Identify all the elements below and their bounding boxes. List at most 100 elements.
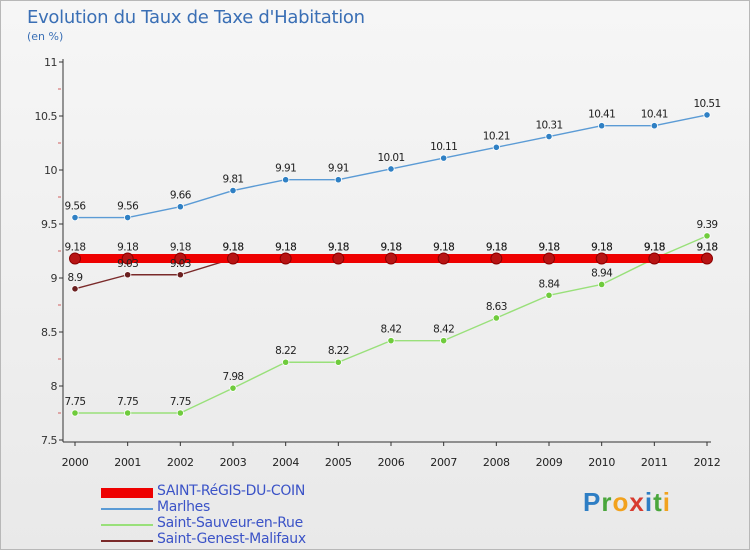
data-label: 9.18 [170, 242, 191, 254]
legend-swatch [101, 524, 153, 526]
data-label: 8.22 [275, 345, 296, 357]
legend-label: Saint-Genest-Malifaux [157, 531, 306, 547]
series-layer [69, 111, 713, 417]
legend-swatch [101, 540, 153, 542]
data-point [598, 122, 606, 130]
data-label: 9.18 [328, 242, 349, 254]
data-label: 9.18 [381, 242, 402, 254]
data-point [282, 358, 290, 366]
data-label: 9.66 [170, 190, 192, 202]
data-point [124, 271, 132, 279]
data-label: 9.56 [65, 201, 87, 213]
x-tick-label: 2005 [325, 456, 352, 469]
data-label: 8.94 [591, 267, 613, 279]
data-label: 9.18 [223, 242, 244, 254]
data-label: 10.21 [483, 130, 510, 142]
data-label: 9.18 [644, 242, 665, 254]
data-point [387, 337, 395, 345]
data-point [490, 252, 503, 265]
data-label: 8.9 [68, 272, 83, 284]
data-point [545, 132, 553, 141]
y-tick-label: 7.5 [41, 434, 57, 447]
data-point [701, 252, 713, 265]
data-label: 10.31 [535, 120, 562, 132]
data-label: 9.18 [223, 242, 244, 254]
x-tick-label: 2000 [62, 456, 89, 469]
data-point [595, 252, 608, 265]
y-tick-label: 8.5 [41, 326, 57, 339]
x-tick-label: 2001 [114, 456, 141, 469]
data-label: 9.18 [381, 242, 402, 254]
legend-label: SAINT-RéGIS-DU-COIN [157, 483, 306, 499]
data-label: 8.84 [539, 278, 561, 290]
data-label: 10.41 [641, 109, 668, 121]
data-point [176, 409, 184, 417]
y-tick-label: 11 [44, 56, 57, 69]
legend-swatch [101, 508, 153, 510]
x-tick-label: 2007 [430, 456, 457, 469]
data-label: 9.39 [697, 219, 718, 231]
data-point [227, 252, 239, 265]
data-label: 9.91 [328, 163, 349, 175]
data-label: 7.75 [170, 396, 191, 408]
data-point [332, 252, 345, 265]
data-label: 9.18 [697, 242, 718, 254]
data-label: 9.18 [591, 242, 612, 254]
data-label: 9.18 [275, 242, 296, 254]
data-label: 10.11 [430, 141, 457, 153]
data-point [703, 232, 711, 240]
data-label: 7.75 [117, 396, 138, 408]
data-label: 9.18 [697, 242, 718, 254]
x-tick-label: 2012 [694, 456, 721, 469]
x-tick-label: 2009 [536, 456, 563, 469]
data-point [282, 176, 290, 184]
x-tick-label: 2010 [588, 456, 615, 469]
data-point [71, 285, 79, 293]
legend-label: Marlhes [157, 499, 210, 515]
data-label: 9.18 [275, 242, 296, 254]
data-point [387, 165, 395, 173]
x-tick-label: 2004 [272, 456, 299, 469]
data-label: 10.51 [693, 98, 720, 110]
data-label: 9.18 [433, 242, 454, 254]
data-label: 9.18 [117, 242, 138, 254]
chart-subtitle: (en %) [27, 30, 64, 43]
data-label: 9.18 [539, 242, 560, 254]
data-point [124, 213, 132, 222]
data-point [174, 252, 187, 265]
data-point [121, 252, 134, 265]
data-label: 10.01 [377, 152, 404, 164]
data-label: 8.22 [328, 345, 349, 357]
data-label: 10.41 [588, 109, 615, 121]
data-label: 8.42 [381, 324, 402, 336]
chart-title: Evolution du Taux de Taxe d'Habitation [27, 7, 365, 28]
y-tick-label: 9.5 [41, 218, 57, 231]
data-label: 9.18 [328, 242, 349, 254]
x-tick-label: 2008 [483, 456, 510, 469]
data-point [543, 252, 555, 265]
data-point [176, 203, 184, 211]
data-label: 9.18 [644, 242, 665, 254]
data-point [229, 384, 237, 392]
data-label-layer: 9.56 9.56 9.66 9.81 9.91 9.91 10.01 10.11 10.21 1… [65, 98, 722, 408]
data-label: 9.03 [117, 258, 138, 270]
data-point [598, 280, 606, 289]
data-label: 9.18 [644, 242, 665, 254]
data-point [650, 122, 658, 130]
y-tick-label: 8 [51, 380, 58, 393]
data-label: 7.98 [223, 371, 244, 383]
x-tick-label: 2006 [378, 456, 405, 469]
data-point [71, 213, 79, 222]
legend-label: Saint-Sauveur-en-Rue [157, 515, 303, 531]
data-point [703, 111, 711, 119]
data-point [648, 252, 661, 265]
data-label: 8.63 [486, 301, 507, 313]
data-label: 9.18 [486, 242, 507, 254]
data-point [334, 176, 342, 184]
data-label: 9.56 [117, 201, 139, 213]
proxiti-logo: Proxiti [583, 487, 671, 517]
data-point [176, 271, 184, 279]
data-label: 9.18 [486, 242, 507, 254]
